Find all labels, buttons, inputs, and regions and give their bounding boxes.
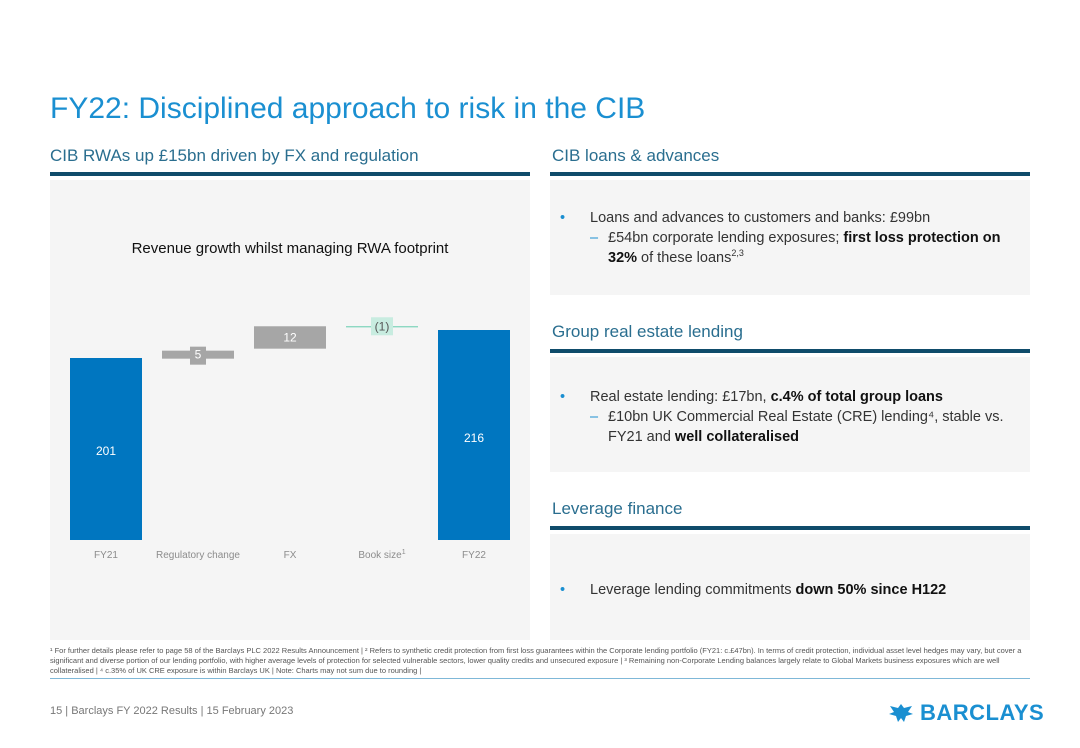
barclays-logo: BARCLAYS: [888, 700, 1044, 726]
page-title: FY22: Disciplined approach to risk in th…: [50, 92, 646, 125]
waterfall-value-label-3: (1): [375, 319, 390, 333]
waterfall-value-label-2: 12: [283, 330, 297, 344]
waterfall-bar-2: [254, 326, 326, 349]
section-heading-real-estate: Group real estate lending: [552, 322, 743, 341]
category-label-4: FY22: [462, 550, 486, 561]
footnotes: ¹ For further details please refer to pa…: [50, 646, 1022, 675]
sub-bullet-item: – £54bn corporate lending exposures; firs…: [590, 230, 1001, 266]
content-loans: • Loans and advances to customers and ban…: [550, 208, 1020, 268]
logo-text: BARCLAYS: [920, 700, 1045, 725]
section-heading-loans: CIB loans & advances: [552, 146, 720, 165]
category-label-1: Regulatory change: [156, 550, 240, 561]
bullet-item: • Leverage lending commitments down 50% s…: [560, 582, 947, 598]
bullet-marker: •: [560, 210, 566, 226]
sub-bullet-marker: –: [590, 230, 599, 246]
waterfall-value-label-1: 5: [195, 348, 202, 362]
section-rule-real-estate: [550, 349, 1030, 353]
waterfall-value-label-4: 216: [464, 431, 484, 445]
waterfall-bar-4: [438, 330, 510, 540]
panel-loans: [550, 180, 1030, 295]
left-rule: [50, 172, 530, 176]
left-heading: CIB RWAs up £15bn driven by FX and regul…: [50, 146, 419, 165]
content-leverage: • Leverage lending commitments down 50% s…: [550, 580, 1020, 600]
chart-title: Revenue growth whilst managing RWA footp…: [132, 240, 450, 257]
category-label-2: FX: [284, 550, 297, 561]
bullet-marker: •: [560, 582, 566, 598]
panel-leverage: [550, 534, 1030, 640]
panel-real-estate: [550, 357, 1030, 472]
waterfall-bar-3: [371, 317, 393, 336]
section-rule-loans: [550, 172, 1030, 176]
category-label-0: FY21: [94, 550, 118, 561]
bullet-item: • Real estate lending: £17bn, c.4% of tot…: [560, 389, 943, 405]
bullet-item: • Loans and advances to customers and ban…: [560, 210, 931, 226]
waterfall-bar-0: [70, 358, 142, 540]
rwa-waterfall-chart: Revenue growth whilst managing RWA footp…: [70, 240, 510, 561]
sub-bullet-item: – £10bn UK Commercial Real Estate (CRE) l…: [590, 409, 1004, 445]
category-label-3: Book size1: [358, 549, 405, 561]
content-real-estate: • Real estate lending: £17bn, c.4% of tot…: [550, 387, 1020, 447]
section-heading-leverage: Leverage finance: [552, 499, 683, 518]
footer-text: 15 | Barclays FY 2022 Results | 15 Febru…: [50, 705, 294, 717]
eagle-icon: [889, 704, 913, 722]
waterfall-value-label-0: 201: [96, 444, 116, 458]
footer-divider: [50, 678, 1030, 679]
sub-bullet-marker: –: [590, 409, 599, 425]
category-superscript-3: 1: [402, 549, 406, 556]
waterfall-bar-label-bg-1: [190, 346, 206, 365]
bullet-marker: •: [560, 389, 566, 405]
section-rule-leverage: [550, 526, 1030, 530]
